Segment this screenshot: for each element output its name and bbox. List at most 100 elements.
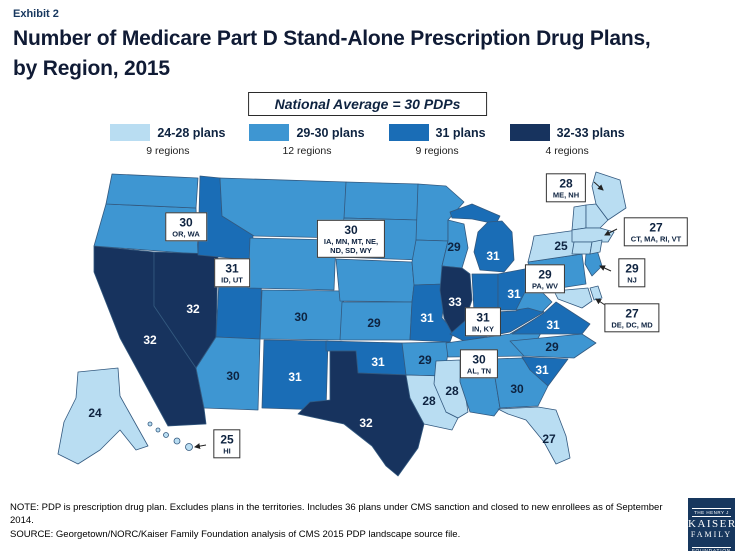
state-mt — [219, 177, 347, 239]
state-hi — [163, 432, 169, 438]
state-ne — [335, 258, 415, 303]
legend: 24-28 plans 9 regions 29-30 plans 12 reg… — [0, 124, 735, 157]
map-label-ga: 30 — [510, 382, 524, 396]
state-ga — [491, 357, 549, 409]
map-label-ny: 25 — [554, 239, 568, 253]
callout-or-wa-states: OR, WA — [172, 229, 200, 239]
map-label-ca: 32 — [143, 333, 157, 347]
title-line-2: by Region, 2015 — [13, 57, 170, 81]
callout-or-wa: 30 OR, WA — [165, 212, 207, 242]
page-title: Number of Medicare Part D Stand-Alone Pr… — [13, 24, 728, 85]
legend-swatch-31 — [388, 124, 429, 141]
callout-de-dc-md-states: DE, DC, MD — [611, 320, 653, 330]
callout-plains-states-1: IA, MN, MT, NE, — [323, 237, 379, 247]
map-label-nc: 29 — [545, 340, 559, 354]
map-label-va: 31 — [546, 318, 560, 332]
map-label-co: 30 — [294, 310, 308, 324]
kff-logo-line-1: THE HENRY J — [692, 508, 731, 517]
legend-swatch-24-28 — [110, 124, 151, 141]
source-text: SOURCE: Georgetown/NORC/Kaiser Family Fo… — [10, 528, 461, 540]
callout-al-tn: 30 AL, TN — [459, 349, 499, 379]
callout-hi-states: HI — [223, 446, 231, 456]
map-label-mi: 31 — [486, 249, 500, 263]
map-label-fl: 27 — [542, 432, 556, 446]
state-tx — [297, 350, 425, 477]
callout-id-ut: 31 ID, UT — [214, 258, 250, 288]
map-label-il: 33 — [448, 295, 462, 309]
footer-notes: NOTE: PDP is prescription drug plan. Exc… — [10, 502, 686, 541]
callout-plains-states-2: ND, SD, WY — [330, 246, 372, 256]
callout-pa-wv-value: 29 — [538, 267, 552, 282]
legend-sublabel-31: 9 regions — [415, 145, 459, 157]
callout-nj: 29 NJ — [618, 258, 646, 288]
callout-plains-value: 30 — [344, 222, 358, 237]
callout-hi-value: 25 — [220, 432, 234, 447]
state-ct — [571, 241, 593, 255]
legend-swatch-32-33 — [509, 124, 550, 141]
map-label-ks: 29 — [367, 316, 381, 330]
legend-sublabel-24-28: 9 regions — [146, 145, 190, 157]
callout-pa-wv-states: PA, WV — [531, 281, 559, 291]
state-az — [195, 336, 261, 411]
map-label-oh: 31 — [507, 287, 521, 301]
legend-swatch-29-30 — [249, 124, 290, 141]
callout-me-nh-states: ME, NH — [552, 190, 580, 200]
map-label-ms: 28 — [445, 384, 459, 398]
callout-nj-states: NJ — [627, 275, 637, 285]
leader-arrow-me-nh — [593, 181, 604, 191]
state-ak — [57, 367, 149, 465]
callout-in-ky: 31 IN, KY — [464, 307, 502, 337]
state-ri — [589, 239, 603, 255]
callout-me-nh: 28 ME, NH — [545, 173, 587, 203]
callout-nj-value: 29 — [625, 261, 639, 276]
callout-plains: 30 IA, MN, MT, NE, ND, SD, WY — [316, 219, 386, 259]
callout-ct-ma-ri-vt: 27 CT, MA, RI, VT — [623, 217, 689, 247]
map-label-nm: 31 — [288, 370, 302, 384]
state-sc — [521, 356, 569, 387]
callout-de-dc-md-value: 27 — [625, 306, 639, 321]
state-hi — [147, 421, 153, 427]
state-vt — [571, 204, 587, 231]
callout-or-wa-value: 30 — [179, 215, 193, 230]
map-label-ar: 29 — [418, 353, 432, 367]
state-de — [589, 285, 603, 301]
map-label-az: 30 — [226, 369, 240, 383]
legend-label-29-30: 29-30 plans — [296, 125, 365, 140]
state-ma — [571, 227, 615, 243]
map-label-la: 28 — [422, 394, 436, 408]
title-line-1: Number of Medicare Part D Stand-Alone Pr… — [13, 27, 651, 50]
leader-arrow-hi — [194, 443, 207, 450]
map-label-ak: 24 — [88, 406, 102, 420]
kff-logo: THE HENRY J KAISER FAMILY FOUNDATION — [688, 498, 735, 551]
callout-hi: 25 HI — [213, 429, 241, 459]
callout-ct-ma-ri-vt-value: 27 — [649, 220, 663, 235]
exhibit-label: Exhibit 2 — [13, 8, 59, 20]
leader-arrow-ct-ma-ri-vt — [604, 228, 618, 236]
legend-label-24-28: 24-28 plans — [157, 125, 226, 140]
callout-id-ut-states: ID, UT — [221, 275, 243, 285]
callout-al-tn-states: AL, TN — [466, 366, 492, 376]
legend-item-31: 31 plans 9 regions — [388, 124, 486, 157]
map-label-wi: 29 — [447, 240, 461, 254]
legend-item-32-33: 32-33 plans 4 regions — [509, 124, 625, 157]
state-nd — [343, 181, 419, 221]
callout-id-ut-value: 31 — [225, 261, 239, 276]
state-hi — [185, 443, 193, 451]
leader-arrow-nj — [599, 265, 612, 272]
map-label-tx: 32 — [359, 416, 373, 430]
map-label-ok: 31 — [371, 355, 385, 369]
legend-item-29-30: 29-30 plans 12 regions — [249, 124, 365, 157]
callout-ct-ma-ri-vt-states: CT, MA, RI, VT — [630, 234, 682, 244]
state-va — [511, 301, 591, 335]
callout-in-ky-value: 31 — [476, 310, 490, 325]
map-label-mo: 31 — [420, 311, 434, 325]
callout-me-nh-value: 28 — [559, 176, 573, 191]
national-average-box: National Average = 30 PDPs — [247, 92, 488, 116]
kff-logo-line-3: FAMILY — [690, 529, 733, 539]
legend-sublabel-29-30: 12 regions — [282, 145, 332, 157]
callout-pa-wv: 29 PA, WV — [524, 264, 566, 294]
kff-logo-line-4: FOUNDATION — [691, 547, 732, 551]
state-hi — [173, 437, 181, 445]
